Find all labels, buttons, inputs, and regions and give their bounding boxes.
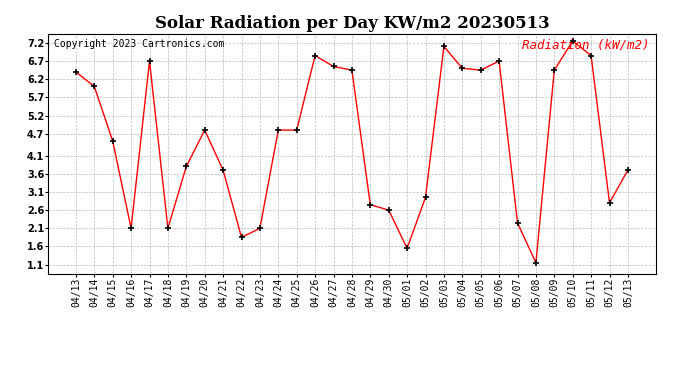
Text: Copyright 2023 Cartronics.com: Copyright 2023 Cartronics.com: [55, 39, 225, 48]
Title: Solar Radiation per Day KW/m2 20230513: Solar Radiation per Day KW/m2 20230513: [155, 15, 549, 32]
Text: Radiation (kW/m2): Radiation (kW/m2): [522, 39, 649, 51]
